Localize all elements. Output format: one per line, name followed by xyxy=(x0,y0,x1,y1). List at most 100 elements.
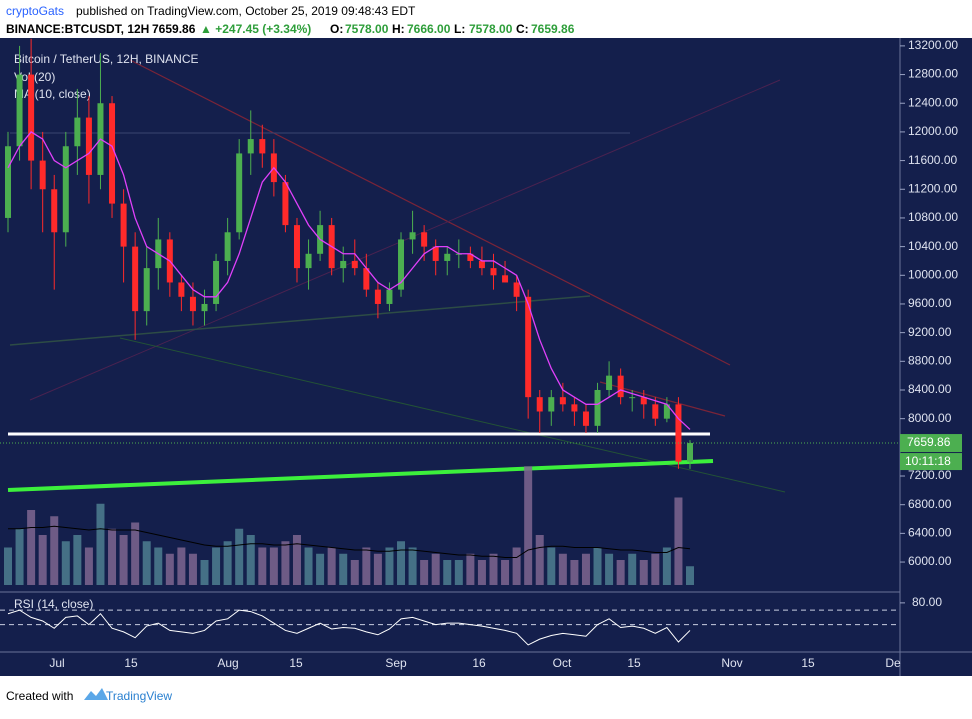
ohlc-value: 7659.86 xyxy=(531,22,575,36)
candle-body xyxy=(213,260,220,304)
countdown: 10:11:18 xyxy=(905,454,951,468)
symbol: BINANCE:BTCUSDT, 12H xyxy=(6,22,149,36)
candle-body xyxy=(224,232,231,261)
volume-bar xyxy=(108,528,117,585)
candle-body xyxy=(51,189,58,233)
y-tick-label: 7200.00 xyxy=(908,468,952,482)
candle-body xyxy=(16,74,23,147)
volume-bar xyxy=(38,535,47,585)
candle-body xyxy=(421,232,428,247)
volume-bar xyxy=(639,560,648,585)
volume-bar xyxy=(420,560,429,585)
y-tick-label: 10800.00 xyxy=(908,210,958,224)
last: 7659.86 xyxy=(152,22,196,36)
y-tick-label: 11600.00 xyxy=(908,153,957,167)
ohlc-value: 7578.00 xyxy=(345,22,389,36)
volume-bar xyxy=(258,547,267,585)
volume-bar xyxy=(84,547,93,585)
candle-body xyxy=(467,253,474,261)
candle-body xyxy=(282,182,289,226)
y-tick-label: 12000.00 xyxy=(908,124,958,138)
candle-body xyxy=(582,411,589,426)
y-tick-label: 12800.00 xyxy=(908,67,958,81)
volume-bar xyxy=(535,535,544,585)
volume-bar xyxy=(431,553,440,585)
candle-body xyxy=(559,397,566,405)
x-tick-label: Nov xyxy=(721,656,742,670)
candle-body xyxy=(363,268,370,290)
volume-bar xyxy=(373,553,382,585)
candle-body xyxy=(259,139,266,154)
candle-body xyxy=(432,246,439,261)
volume-bar xyxy=(581,553,590,585)
volume-bar xyxy=(605,553,614,585)
support-trendline xyxy=(7,459,714,492)
footer-brand: TradingView xyxy=(106,689,172,703)
y-tick-label: 11200.00 xyxy=(908,181,957,195)
candle-body xyxy=(548,397,555,412)
y-tick-label: 13200.00 xyxy=(908,38,958,52)
candle-body xyxy=(374,289,381,304)
volume-bar xyxy=(212,547,221,585)
volume-bar xyxy=(281,541,290,585)
candle-body xyxy=(571,404,578,412)
volume-bar xyxy=(200,560,209,585)
x-tick-label: Jul xyxy=(49,656,64,670)
candle-body xyxy=(28,74,35,161)
candle-body xyxy=(236,153,243,233)
volume-bar xyxy=(73,535,82,585)
volume-bar xyxy=(512,547,521,585)
x-tick-label: 16 xyxy=(472,656,486,670)
volume-bar xyxy=(50,516,59,585)
x-tick-label: 15 xyxy=(627,656,641,670)
candle-body xyxy=(444,253,451,261)
footer-text: Created with xyxy=(6,689,73,703)
published: published on TradingView.com, October 25… xyxy=(76,4,416,18)
candle-body xyxy=(513,282,520,297)
candle-body xyxy=(178,282,185,297)
volume-bar xyxy=(686,566,694,585)
volume-bar xyxy=(142,541,151,585)
x-tick-label: 15 xyxy=(124,656,138,670)
volume-bar xyxy=(350,560,359,585)
candle-body xyxy=(120,203,127,247)
volume-bar xyxy=(327,547,336,585)
price-badge xyxy=(900,434,962,453)
x-tick-label: 15 xyxy=(289,656,303,670)
ohlc-label: L: xyxy=(454,22,465,36)
candle-body xyxy=(409,232,416,240)
trendlines xyxy=(7,59,786,493)
candle-body xyxy=(490,268,497,276)
volume-bar xyxy=(385,547,394,585)
candle-body xyxy=(351,260,358,269)
price-axis-bg xyxy=(900,38,972,652)
ohlc-value: 7666.00 xyxy=(407,22,451,36)
y-tick-label: 8800.00 xyxy=(908,353,952,367)
volume-bar xyxy=(362,547,371,585)
time-axis-bg xyxy=(0,652,972,676)
trendline xyxy=(129,59,731,366)
volume-bar xyxy=(489,553,498,585)
countdown-badge xyxy=(900,453,962,471)
y-tick-label: 10400.00 xyxy=(908,239,958,253)
volume-bar xyxy=(15,528,24,585)
candle-body xyxy=(62,146,69,233)
volume-bar xyxy=(235,528,244,585)
volume-bar xyxy=(570,560,579,585)
volume-bar xyxy=(131,522,140,585)
author: cryptoGats xyxy=(6,4,64,18)
series-title: Bitcoin / TetherUS, 12H, BINANCE xyxy=(14,52,199,66)
candle-body xyxy=(5,146,11,218)
candle-body xyxy=(109,103,116,204)
candle-body xyxy=(502,275,509,283)
candle-body xyxy=(398,239,405,290)
volume-bar xyxy=(177,547,186,585)
volume-bar xyxy=(223,541,232,585)
volume-bar xyxy=(454,560,463,585)
volume-bar xyxy=(292,535,301,585)
volume-bar xyxy=(408,547,417,585)
logo xyxy=(84,688,108,700)
volume-bar xyxy=(61,541,70,585)
candle-body xyxy=(652,404,659,419)
volume-bar xyxy=(246,535,255,585)
